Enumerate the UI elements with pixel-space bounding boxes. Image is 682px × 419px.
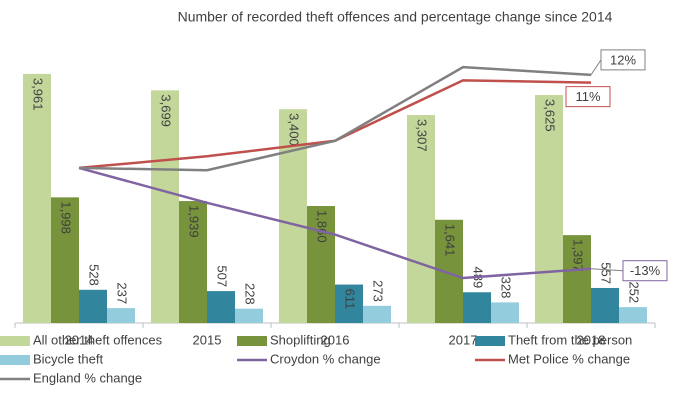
legend-label: Shoplifting [270, 332, 331, 347]
line-value-label: 12% [610, 52, 636, 67]
line-value-label: -13% [630, 263, 661, 278]
line-series [78, 65, 592, 172]
bar-value-label: 228 [243, 283, 258, 305]
bar [307, 206, 335, 323]
line-value-label: 11% [575, 89, 600, 104]
bar-value-label: 3,961 [31, 78, 46, 111]
bar-value-label: 3,400 [287, 113, 302, 146]
bar [363, 305, 391, 323]
bar [79, 289, 107, 323]
bar [535, 95, 563, 324]
bar [235, 308, 263, 323]
bar-value-label: 3,699 [159, 94, 174, 127]
bar [23, 73, 51, 323]
bar [463, 292, 491, 323]
bar-value-label: 3,307 [415, 119, 430, 152]
leader-line [590, 59, 602, 76]
legend-label: Theft from the person [508, 332, 632, 347]
bar-value-label: 273 [371, 280, 386, 302]
bar [591, 287, 619, 323]
x-tick-label: 2015 [193, 332, 222, 347]
bar [619, 307, 647, 323]
line-series [78, 166, 592, 280]
bar-value-label: 252 [627, 281, 642, 303]
bar [407, 115, 435, 323]
bar [179, 201, 207, 323]
bar-value-label: 3,625 [543, 99, 558, 132]
bar [491, 302, 519, 323]
legend-swatch [475, 336, 505, 346]
legend-label: Met Police % change [508, 351, 630, 366]
bar-value-label: 237 [115, 282, 130, 304]
bar-value-label: 1,939 [187, 205, 202, 238]
x-tick-label: 2016 [321, 332, 350, 347]
bar [151, 90, 179, 324]
bar-value-label: 1,397 [571, 239, 586, 272]
bar-value-label: 528 [87, 264, 102, 286]
legend-swatch [0, 355, 30, 365]
chart-title: Number of recorded theft offences and pe… [178, 9, 613, 25]
legend-label: Bicycle theft [33, 351, 103, 366]
bar-value-label: 1,860 [315, 210, 330, 243]
label-box [600, 49, 646, 71]
x-tick-label: 2017 [449, 332, 478, 347]
bar [107, 308, 135, 323]
bar-value-label: 557 [599, 262, 614, 284]
x-tick-label: 2014 [65, 332, 94, 347]
x-tick-label: 2018 [577, 332, 606, 347]
legend-swatch [237, 336, 267, 346]
bar-value-label: 1,998 [59, 201, 74, 234]
leader-line [590, 268, 624, 272]
legend-label: Croydon % change [270, 351, 381, 366]
bar-value-label: 1,641 [443, 224, 458, 257]
bar [563, 235, 591, 323]
bar [51, 197, 79, 323]
bar-value-label: 328 [499, 277, 514, 299]
legend-label: England % change [33, 370, 142, 385]
legend-label: All other theft offences [33, 332, 163, 347]
bar-value-label: 611 [343, 289, 358, 310]
label-box [565, 86, 611, 108]
legend-swatch [0, 336, 30, 346]
bar-value-label: 507 [215, 265, 230, 287]
label-box [622, 260, 668, 282]
bar [335, 284, 363, 323]
bar [207, 291, 235, 323]
